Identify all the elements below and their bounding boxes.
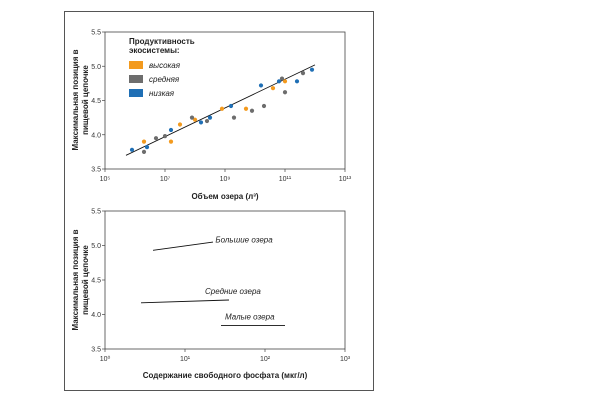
legend-title-line: Продуктивность (129, 37, 195, 46)
x-tick-label: 10³ (340, 356, 351, 363)
data-point-низкая (276, 79, 282, 84)
x-tick-label: 10⁰ (100, 355, 111, 363)
y-axis-title: Максимальная позиция впищевой цепочке (71, 229, 90, 330)
y-axis-title-line-1: Максимальная позиция в (71, 49, 80, 150)
x-tick-label: 10⁷ (160, 176, 171, 183)
x-tick-label: 10¹³ (339, 176, 352, 183)
y-axis-title: Максимальная позиция впищевой цепочке (71, 49, 90, 150)
x-axis-title: Содержание свободного фосфата (мкг/л) (143, 371, 308, 380)
series-line-Большие озера (152, 241, 214, 251)
y-axis-title-line-2: пищевой цепочке (81, 245, 90, 315)
y-tick-label: 5.0 (91, 64, 101, 71)
legend-swatch-низкая (129, 89, 143, 97)
series-label: Большие озера (215, 236, 273, 245)
series-line-Средние озера (140, 299, 230, 304)
legend-label: низкая (149, 89, 175, 98)
data-point-высокая (270, 86, 276, 91)
data-point-низкая (294, 79, 300, 84)
data-point-высокая (243, 106, 249, 111)
legend-label: средняя (149, 75, 180, 84)
series-label: Средние озера (205, 287, 261, 296)
legend-swatch-высокая (129, 61, 143, 69)
data-point-низкая (207, 115, 213, 120)
plot-frame-2 (104, 210, 346, 350)
data-point-средняя (261, 103, 267, 109)
data-point-низкая (129, 147, 135, 152)
data-point-средняя (204, 118, 210, 124)
legend-title-line: экосистемы: (129, 46, 180, 55)
x-axis-title: Объем озера (л³) (191, 192, 258, 201)
data-point-высокая (282, 79, 288, 84)
x-tick-label: 10⁹ (220, 176, 231, 183)
x-tick-label: 10¹ (180, 356, 191, 363)
x-tick-label: 10⁵ (100, 176, 111, 183)
data-point-средняя (141, 149, 147, 154)
x-tick-label: 10² (260, 356, 271, 363)
y-tick-label: 5.5 (91, 30, 101, 37)
data-point-низкая (309, 67, 315, 72)
data-point-низкая (258, 83, 264, 88)
data-point-высокая (177, 122, 183, 127)
data-point-низкая (144, 144, 150, 150)
data-point-средняя (249, 108, 255, 113)
data-point-высокая (141, 139, 147, 144)
y-axis-title-line-2: пищевой цепочке (81, 65, 90, 135)
data-point-средняя (153, 136, 159, 141)
y-tick-label: 3.5 (91, 167, 101, 174)
data-point-средняя (300, 71, 306, 76)
data-point-низкая (168, 127, 174, 133)
data-point-средняя (282, 90, 288, 95)
data-point-высокая (219, 106, 225, 111)
x-tick-label: 10¹¹ (279, 176, 292, 183)
y-tick-label: 4.0 (91, 312, 101, 319)
y-tick-label: 4.5 (91, 278, 101, 285)
figure-panel: 3.5 4.0 4.5 5.0 5.5 10⁵ 10⁷ 10⁹ 10¹¹ 10¹³ Объем оз… (64, 11, 374, 391)
data-point-низкая (228, 103, 234, 109)
data-point-низкая (198, 120, 204, 125)
data-point-средняя (279, 76, 285, 81)
data-point-высокая (168, 139, 174, 144)
data-point-средняя (231, 115, 237, 120)
y-tick-label: 5.5 (91, 209, 101, 216)
data-point-высокая (192, 117, 198, 122)
data-point-средняя (189, 115, 195, 120)
y-tick-label: 4.5 (91, 98, 101, 105)
legend-swatch-средняя (129, 75, 143, 83)
y-axis-title-line-1: Максимальная позиция в (71, 229, 80, 330)
y-tick-label: 4.0 (91, 132, 101, 139)
series-label: Малые озера (225, 312, 275, 321)
y-tick-label: 5.0 (91, 243, 101, 250)
data-point-средняя (162, 134, 168, 139)
y-tick-label: 3.5 (91, 347, 101, 354)
charts-svg: 3.5 4.0 4.5 5.0 5.5 10⁵ 10⁷ 10⁹ 10¹¹ 10¹³ Объем оз… (71, 30, 352, 381)
legend-label: высокая (149, 61, 181, 70)
